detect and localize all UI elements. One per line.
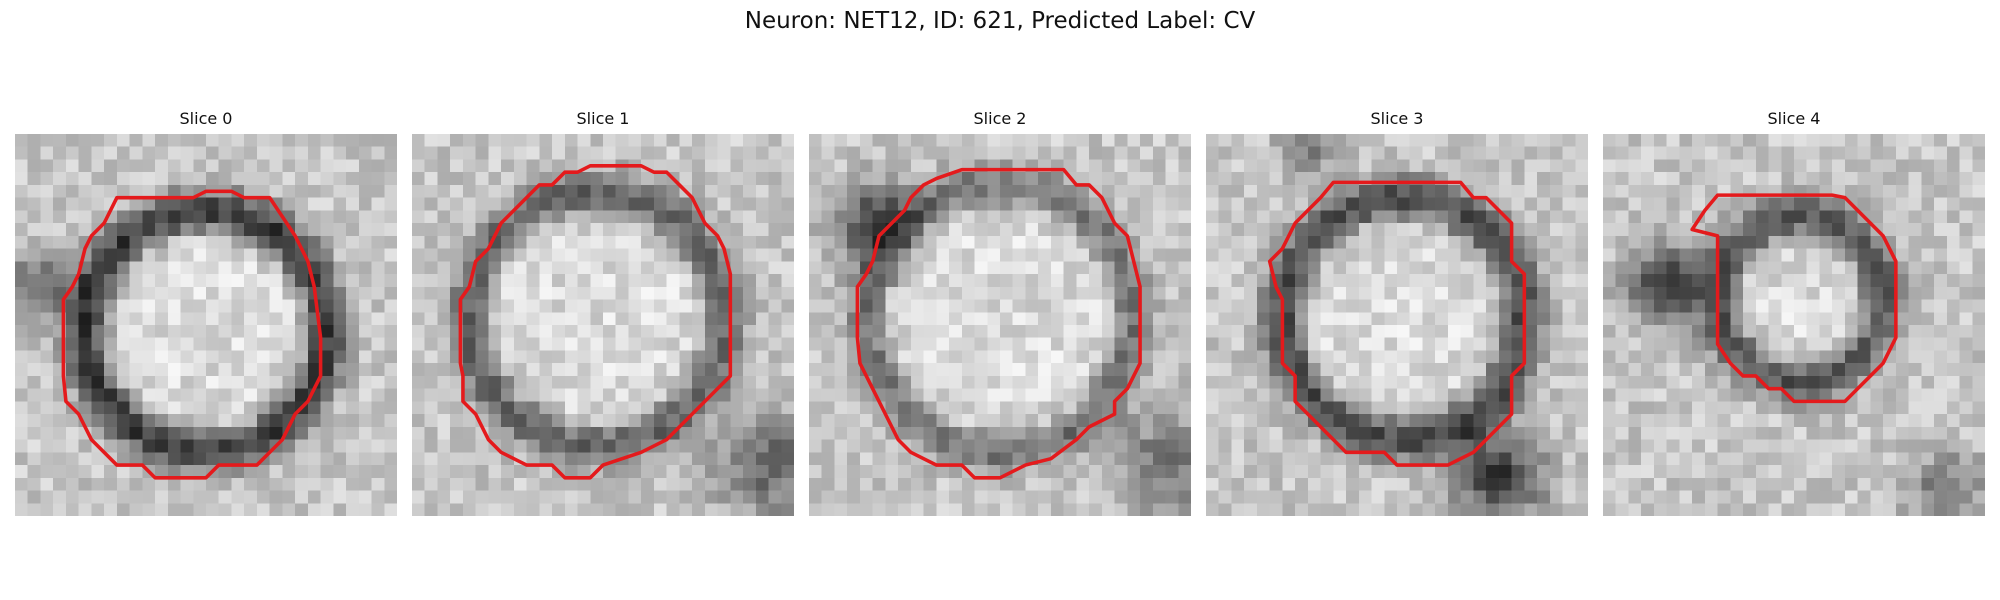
slice-image-2 (809, 134, 1191, 516)
slice-panel-1: Slice 1 (412, 108, 794, 516)
contour-overlay-1 (412, 134, 794, 516)
slice-panel-3: Slice 3 (1206, 108, 1588, 516)
figure-title: Neuron: NET12, ID: 621, Predicted Label:… (0, 8, 2000, 34)
contour-overlay-3 (1206, 134, 1588, 516)
contour-overlay-4 (1603, 134, 1985, 516)
roi-contour-1 (460, 166, 730, 478)
slice-panel-0: Slice 0 (15, 108, 397, 516)
slice-title-2: Slice 2 (809, 108, 1191, 130)
contour-overlay-2 (809, 134, 1191, 516)
roi-contour-3 (1270, 182, 1525, 465)
slice-image-4 (1603, 134, 1985, 516)
slice-panel-4: Slice 4 (1603, 108, 1985, 516)
slice-title-4: Slice 4 (1603, 108, 1985, 130)
roi-contour-0 (63, 191, 320, 478)
slice-image-0 (15, 134, 397, 516)
slice-image-3 (1206, 134, 1588, 516)
roi-contour-2 (857, 170, 1140, 478)
slice-panel-2: Slice 2 (809, 108, 1191, 516)
slice-title-3: Slice 3 (1206, 108, 1588, 130)
contour-overlay-0 (15, 134, 397, 516)
slice-image-1 (412, 134, 794, 516)
slice-title-0: Slice 0 (15, 108, 397, 130)
slice-title-1: Slice 1 (412, 108, 794, 130)
roi-contour-4 (1692, 195, 1896, 401)
